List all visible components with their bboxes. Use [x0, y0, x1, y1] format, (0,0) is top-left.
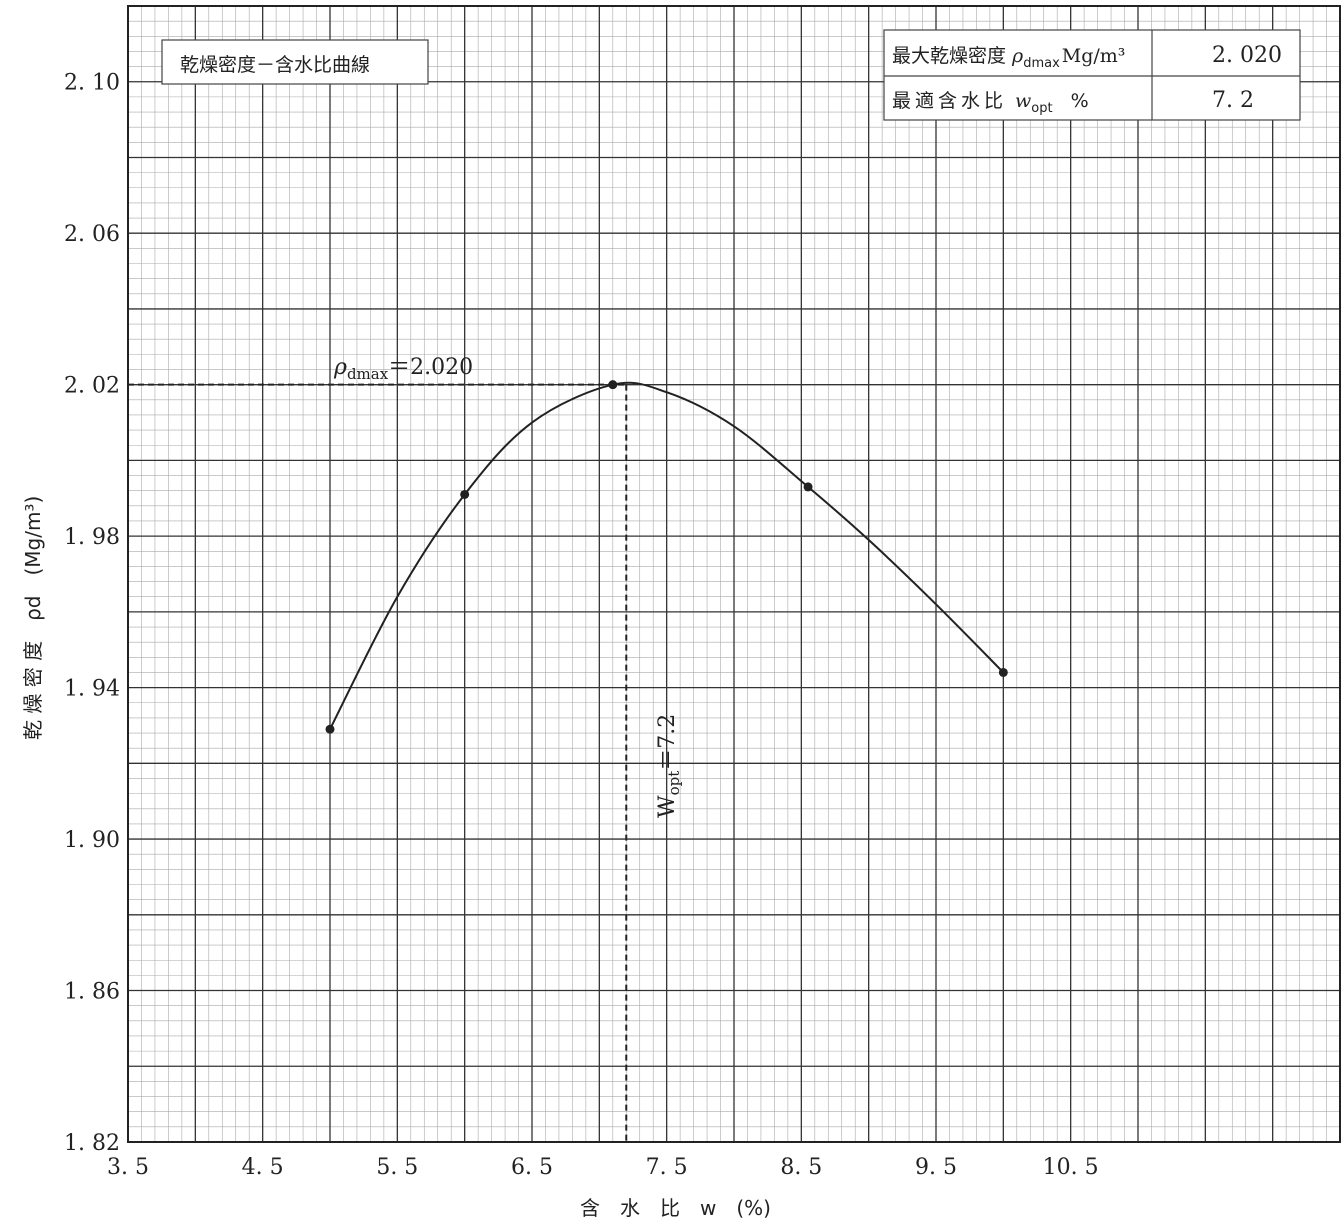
chart-title-box: [161, 39, 429, 85]
major-grid: [127, 5, 1341, 1143]
y-tick-label: 1. 82: [64, 1131, 120, 1156]
x-axis-title: 含 水 比 w (%): [580, 1196, 771, 1220]
y-tick-label: 2. 06: [64, 222, 120, 247]
data-point: [325, 724, 335, 734]
x-tick-label: 4. 5: [242, 1155, 284, 1180]
x-tick-label: 10. 5: [1043, 1155, 1099, 1180]
w-symbol-table: w: [1015, 90, 1031, 112]
x-tick-label: 3. 5: [107, 1155, 149, 1180]
rho-dmax-annotation: ρdmax＝2.020: [333, 355, 473, 383]
data-point: [608, 380, 618, 390]
wopt-symbol: W: [655, 795, 680, 818]
wopt-annotation: Wopt＝7.2: [655, 714, 683, 818]
chart-title: 乾燥密度－含水比曲線: [180, 54, 370, 76]
rho-symbol-table: ρ: [1011, 45, 1024, 67]
y-tick-label: 2. 10: [64, 71, 120, 96]
wopt-value: ＝7.2: [655, 714, 680, 771]
y-axis-title: 乾 燥 密 度 ρd (Mg/m³): [21, 496, 45, 740]
optimum-water-content-value: 7. 2: [1212, 88, 1254, 113]
guide-lines: [128, 383, 628, 1142]
data-point: [998, 667, 1008, 677]
result-table: 最大乾燥密度 ρdmax Mg/m³ 2. 020 最適含水比 wopt% 7. 2: [883, 29, 1301, 121]
x-tick-label: 6. 5: [511, 1155, 553, 1180]
rho-subscript: dmax: [347, 365, 389, 383]
compaction-curve: [329, 381, 1005, 730]
data-point: [803, 482, 813, 492]
plot-frame: [127, 5, 1341, 1143]
rho-symbol: ρ: [333, 355, 347, 380]
wopt-subscript: opt: [665, 771, 683, 796]
data-points: [325, 380, 1008, 734]
x-tick-labels: 3. 5 4. 5 5. 5 6. 5 7. 5 8. 5 9. 5 10. 5: [107, 1155, 1099, 1180]
y-tick-label: 1. 90: [64, 828, 120, 853]
max-dry-density-value: 2. 020: [1212, 43, 1282, 68]
y-tick-label: 1. 86: [64, 980, 120, 1005]
x-tick-label: 8. 5: [780, 1155, 822, 1180]
max-dry-density-label: 最大乾燥密度 ρdmax Mg/m³: [892, 45, 1125, 71]
y-tick-labels: 1. 82 1. 86 1. 90 1. 94 1. 98 2. 02 2. 06 2. 10: [64, 71, 120, 1156]
y-tick-label: 1. 94: [64, 677, 120, 702]
x-tick-label: 5. 5: [376, 1155, 418, 1180]
optimum-water-content-label: 最適含水比 wopt%: [892, 90, 1089, 116]
x-tick-label: 7. 5: [646, 1155, 688, 1180]
y-tick-label: 1. 98: [64, 525, 120, 550]
x-tick-label: 9. 5: [915, 1155, 957, 1180]
y-tick-label: 2. 02: [64, 374, 120, 399]
rho-value: ＝2.020: [388, 355, 473, 380]
data-point: [460, 489, 470, 499]
